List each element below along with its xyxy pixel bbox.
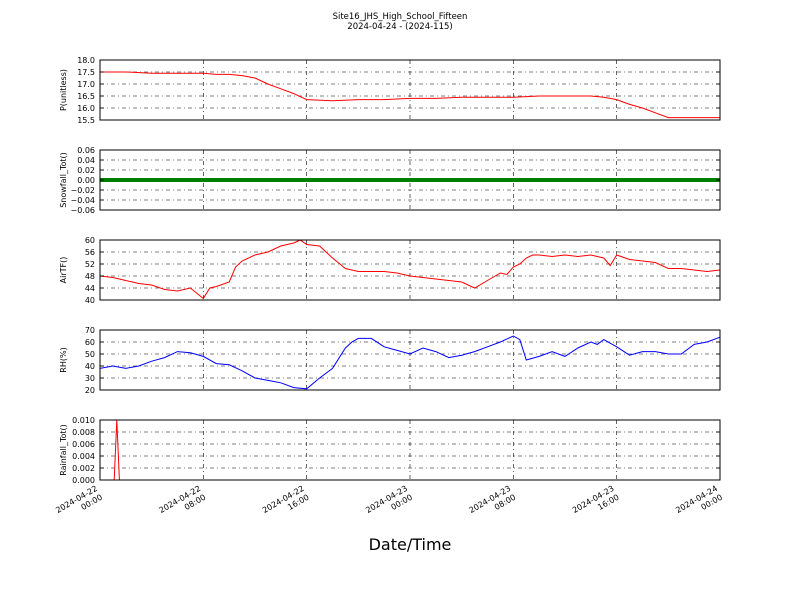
y-tick-label: 60	[85, 236, 95, 245]
y-tick-label: 0.006	[72, 440, 95, 449]
y-tick-label: 56	[85, 248, 95, 257]
y-tick-label: 0.00	[77, 176, 95, 185]
panel-3: 40 44 48 52 56 60 AirTF()	[59, 236, 721, 305]
y-tick-label: 40	[85, 362, 95, 371]
y-tick-label: −0.06	[70, 206, 95, 215]
panel-5: 0.000 0.002 0.004 0.006 0.008 0.010 Rainfall_T…	[59, 416, 721, 485]
panel-1: 15.5 16.0 16.5 17.0 17.5 18.0 P(unitless)	[59, 56, 721, 125]
series-line	[99, 239, 721, 300]
panel-2: −0.06−0.04−0.020.000.020.040.06 Snowfall_…	[59, 146, 721, 215]
y-tick-label: 0.000	[72, 476, 95, 485]
plot-frame	[99, 329, 721, 391]
plot-frame	[99, 419, 721, 481]
y-tick-label: 0.06	[77, 146, 95, 155]
x-tick-label: 2024-04-2208:00	[158, 484, 208, 524]
y-tick-label: 16.0	[77, 104, 95, 113]
y-tick-label: 20	[85, 386, 95, 395]
y-tick-label: 44	[85, 284, 95, 293]
x-tick-label: 2024-04-2216:00	[261, 484, 311, 524]
plot-frame	[99, 239, 721, 301]
x-tick-label: 2024-04-2200:00	[54, 484, 104, 524]
panel-4: 20 30 40 50 60 70 RH(%)	[59, 326, 721, 395]
y-tick-label: −0.04	[70, 196, 95, 205]
y-tick-label: 50	[85, 350, 95, 359]
x-tick-label: 2024-04-2300:00	[364, 484, 414, 524]
series-line	[99, 335, 721, 390]
y-axis-label: RH(%)	[59, 347, 68, 372]
y-tick-label: 0.008	[72, 428, 95, 437]
x-axis-label: Date/Time	[369, 535, 452, 554]
y-tick-label: 0.02	[77, 166, 95, 175]
y-tick-label: −0.02	[70, 186, 95, 195]
y-tick-label: 0.04	[77, 156, 95, 165]
y-tick-label: 60	[85, 338, 95, 347]
x-tick-labels: 2024-04-2200:00 2024-04-2208:00 2024-04-22…	[54, 484, 724, 524]
y-tick-label: 17.0	[77, 80, 95, 89]
y-tick-label: 15.5	[77, 116, 95, 125]
x-tick-label: 2024-04-2316:00	[571, 484, 621, 524]
y-axis-label: Rainfall_Tot()	[59, 424, 68, 476]
y-tick-label: 52	[85, 260, 95, 269]
y-tick-label: 0.010	[72, 416, 95, 425]
chart-subtitle: 2024-04-24 - (2024-115)	[347, 22, 452, 32]
y-tick-label: 30	[85, 374, 95, 383]
y-tick-label: 48	[85, 272, 95, 281]
y-tick-label: 70	[85, 326, 95, 335]
y-axis-label: Snowfall_Tot()	[59, 152, 68, 208]
x-tick-label: 2024-04-2308:00	[468, 484, 518, 524]
chart-title: Site16_JHS_High_School_Fifteen	[333, 12, 468, 22]
y-axis-label: AirTF()	[59, 257, 68, 284]
y-axis-label: P(unitless)	[59, 69, 68, 111]
plot-frame	[99, 59, 721, 121]
y-tick-label: 40	[85, 296, 95, 305]
y-tick-label: 18.0	[77, 56, 95, 65]
x-tick-label: 2024-04-2400:00	[674, 484, 724, 524]
chart-panels: 15.5 16.0 16.5 17.0 17.5 18.0 P(unitless) −0.06…	[59, 56, 721, 485]
y-tick-label: 17.5	[77, 68, 95, 77]
series-line	[100, 71, 720, 119]
y-tick-label: 0.004	[72, 452, 95, 461]
y-tick-label: 16.5	[77, 92, 95, 101]
y-tick-label: 0.002	[72, 464, 95, 473]
